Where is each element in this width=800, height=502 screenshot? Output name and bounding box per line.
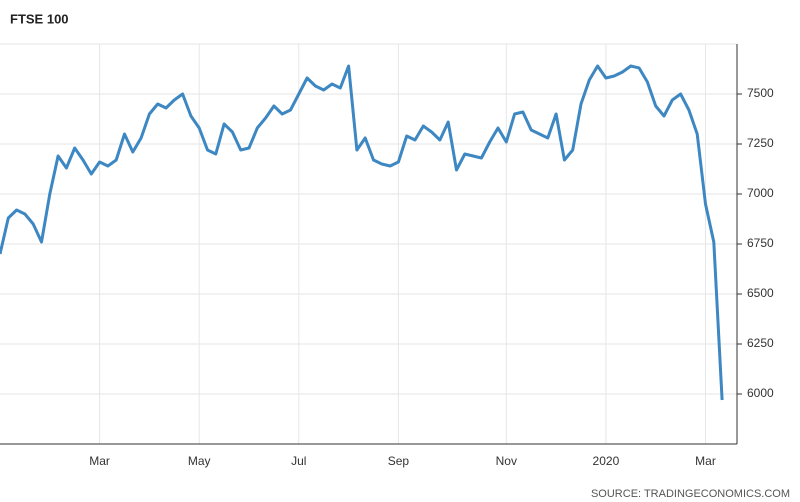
y-tick-label: 7000 <box>747 186 774 200</box>
x-tick-label: 2020 <box>593 454 620 468</box>
x-tick-label: May <box>188 454 211 468</box>
y-tick-label: 6750 <box>747 236 774 250</box>
x-tick-label: Nov <box>496 454 517 468</box>
y-tick-label: 6500 <box>747 286 774 300</box>
y-tick-label: 7500 <box>747 86 774 100</box>
y-tick-label: 6250 <box>747 336 774 350</box>
y-tick-label: 6000 <box>747 386 774 400</box>
line-series <box>0 64 724 401</box>
x-tick-label: Mar <box>695 454 716 468</box>
x-tick-label: Jul <box>291 454 306 468</box>
source: SOURCE: TRADINGECONOMICS.COM <box>591 488 790 500</box>
chart-title: FTSE 100 <box>10 11 69 26</box>
x-tick-label: Mar <box>89 454 110 468</box>
y-tick-label: 7250 <box>747 136 774 150</box>
x-tick-label: Sep <box>388 454 410 468</box>
